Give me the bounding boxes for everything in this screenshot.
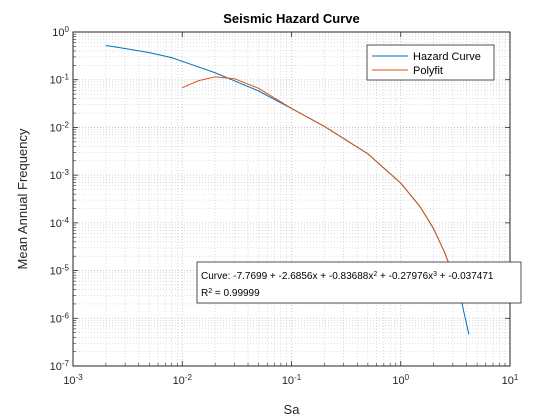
x-tick-label: 101 — [502, 373, 519, 388]
x-tick-exponent: -1 — [294, 373, 302, 382]
fit-annotation-box — [196, 261, 522, 304]
y-tick-base: 10 — [50, 218, 62, 230]
y-tick-exponent: -4 — [62, 215, 70, 224]
x-tick-base: 10 — [173, 375, 185, 387]
x-axis-label: Sa — [284, 402, 301, 417]
y-tick-base: 10 — [50, 170, 62, 182]
y-tick-exponent: -3 — [62, 168, 70, 177]
chart-title: Seismic Hazard Curve — [223, 11, 360, 26]
x-tick-base: 10 — [392, 375, 404, 387]
x-tick-label: 10-2 — [173, 373, 193, 388]
y-tick-base: 10 — [50, 266, 62, 278]
fit-equation-term-0: -7.7699 + -2.6856x + -0.83688x — [233, 271, 373, 282]
x-tick-label: 100 — [392, 373, 409, 388]
x-tick-label: 10-3 — [63, 373, 83, 388]
y-tick-label: 10-3 — [50, 168, 70, 183]
fit-r-squared: R2 = 0.99999 — [201, 288, 260, 300]
y-tick-label: 10-6 — [50, 311, 70, 326]
y-tick-base: 10 — [50, 122, 62, 134]
y-tick-exponent: -2 — [62, 120, 70, 129]
x-tick-exponent: 0 — [405, 373, 410, 382]
y-tick-base: 10 — [52, 27, 64, 39]
fit-equation: Curve: -7.7699 + -2.6856x + -0.83688x2 +… — [201, 271, 494, 283]
fit-equation-exp-2: 2 — [373, 271, 377, 278]
y-axis-label: Mean Annual Frequency — [15, 128, 30, 269]
x-tick-base: 10 — [63, 375, 75, 387]
y-tick-label: 10-5 — [50, 263, 70, 278]
r-squared-label: R — [201, 288, 208, 299]
x-tick-base: 10 — [502, 375, 514, 387]
ticks: 10-3 10-2 10-1 100 10110010-110-210-310-410-… — [50, 25, 519, 388]
y-tick-label: 10-4 — [50, 215, 70, 230]
r-squared-exp: 2 — [208, 288, 212, 295]
x-tick-label: 10-1 — [282, 373, 302, 388]
legend: Hazard Curve Polyfit — [366, 44, 495, 81]
r-squared-value: = 0.99999 — [212, 288, 260, 299]
series-line-polyfit — [182, 76, 454, 275]
fit-annotation: Curve: -7.7699 + -2.6856x + -0.83688x2 +… — [196, 261, 522, 304]
y-tick-label: 100 — [52, 25, 69, 40]
x-tick-base: 10 — [282, 375, 294, 387]
fit-equation-exp-3: 3 — [433, 271, 437, 278]
y-tick-exponent: -5 — [62, 263, 70, 272]
x-tick-exponent: -3 — [76, 373, 84, 382]
fit-equation-term-2: + -0.27976x — [377, 271, 433, 282]
x-tick-exponent: -2 — [185, 373, 193, 382]
y-tick-exponent: -1 — [62, 72, 70, 81]
fit-equation-term-3: + -0.037471 — [437, 271, 494, 282]
y-tick-exponent: 0 — [65, 25, 70, 34]
y-tick-label: 10-2 — [50, 120, 70, 135]
y-tick-label: 10-1 — [50, 72, 70, 87]
x-tick-exponent: 1 — [514, 373, 519, 382]
y-tick-exponent: -6 — [62, 311, 70, 320]
fit-equation-prefix: Curve: — [201, 271, 233, 282]
legend-label-polyfit: Polyfit — [413, 65, 443, 77]
legend-label-hazard-curve: Hazard Curve — [413, 51, 481, 63]
y-tick-base: 10 — [50, 361, 62, 373]
plot-area — [73, 32, 510, 366]
y-tick-label: 10-7 — [50, 359, 70, 374]
legend-box — [366, 44, 495, 81]
y-tick-base: 10 — [50, 75, 62, 87]
y-tick-exponent: -7 — [62, 359, 70, 368]
series-lines — [105, 45, 470, 335]
y-tick-base: 10 — [50, 313, 62, 325]
